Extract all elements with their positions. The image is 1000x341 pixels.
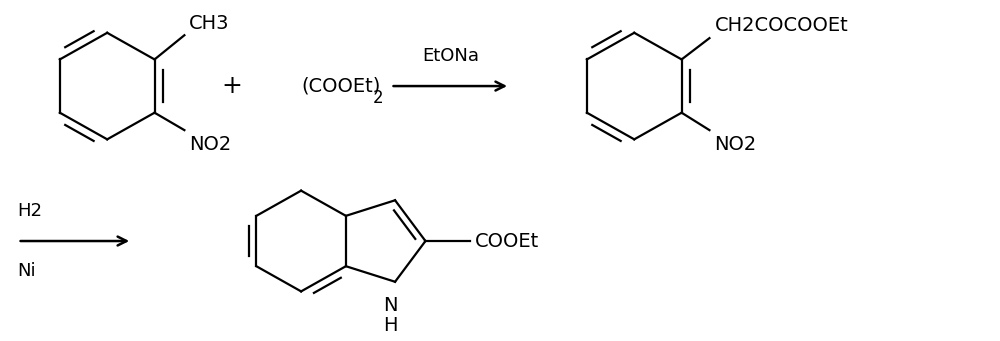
Text: (COOEt): (COOEt) — [301, 77, 380, 95]
Text: Ni: Ni — [18, 262, 36, 280]
Text: H: H — [383, 316, 397, 335]
Text: 2: 2 — [373, 89, 383, 107]
Text: CH2COCOOEt: CH2COCOOEt — [714, 16, 848, 35]
Text: COOEt: COOEt — [475, 232, 539, 251]
Text: N: N — [383, 296, 397, 315]
Text: H2: H2 — [18, 202, 43, 220]
Text: EtONa: EtONa — [422, 47, 479, 65]
Text: +: + — [221, 74, 242, 98]
Text: CH3: CH3 — [189, 14, 230, 33]
Text: NO2: NO2 — [189, 135, 232, 154]
Text: NO2: NO2 — [714, 135, 757, 154]
